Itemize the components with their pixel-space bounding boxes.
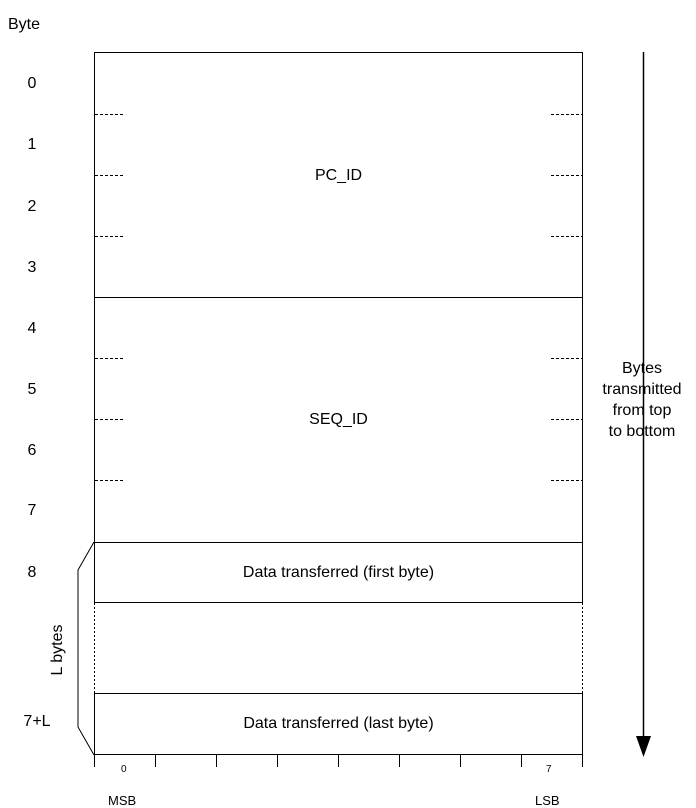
byte-label-7: 7 [27, 502, 37, 519]
byte-label-6: 6 [27, 442, 37, 459]
note-line-2: transmitted [602, 381, 682, 398]
field-data-first-byte: Data transferred (first byte) [242, 564, 435, 581]
transmission-direction-note: Bytes transmitted from top to bottom [588, 358, 696, 442]
byte-column-header: Byte [8, 16, 41, 33]
byte-label-0: 0 [27, 75, 37, 92]
bit-axis-ticks [94, 755, 583, 767]
msb-label: MSB [108, 793, 137, 808]
bit-label-first: 0 [121, 764, 127, 775]
note-line-3: from top [612, 402, 672, 419]
byte-label-3: 3 [27, 259, 37, 276]
byte-label-8: 8 [27, 564, 37, 581]
l-bytes-label: L bytes [49, 624, 66, 676]
lsb-label: LSB [535, 793, 560, 808]
byte-label-5: 5 [27, 381, 37, 398]
byte-label-7-plus-l: 7+L [23, 713, 51, 730]
byte-label-4: 4 [27, 320, 37, 337]
field-data-last-byte: Data transferred (last byte) [243, 715, 434, 732]
frame-outline [94, 52, 583, 755]
field-seq-id: SEQ_ID [309, 411, 368, 428]
l-bytes-bracket [77, 541, 95, 756]
transmission-direction-arrow [636, 52, 651, 757]
field-pc-id: PC_ID [314, 167, 363, 184]
note-line-1: Bytes [621, 360, 662, 377]
note-line-4: to bottom [608, 423, 676, 440]
bit-label-last: 7 [546, 764, 552, 775]
omitted-bytes-walls [94, 603, 583, 693]
byte-label-1: 1 [27, 136, 37, 153]
byte-label-2: 2 [27, 198, 37, 215]
byte-boundary-dashes [95, 114, 582, 481]
